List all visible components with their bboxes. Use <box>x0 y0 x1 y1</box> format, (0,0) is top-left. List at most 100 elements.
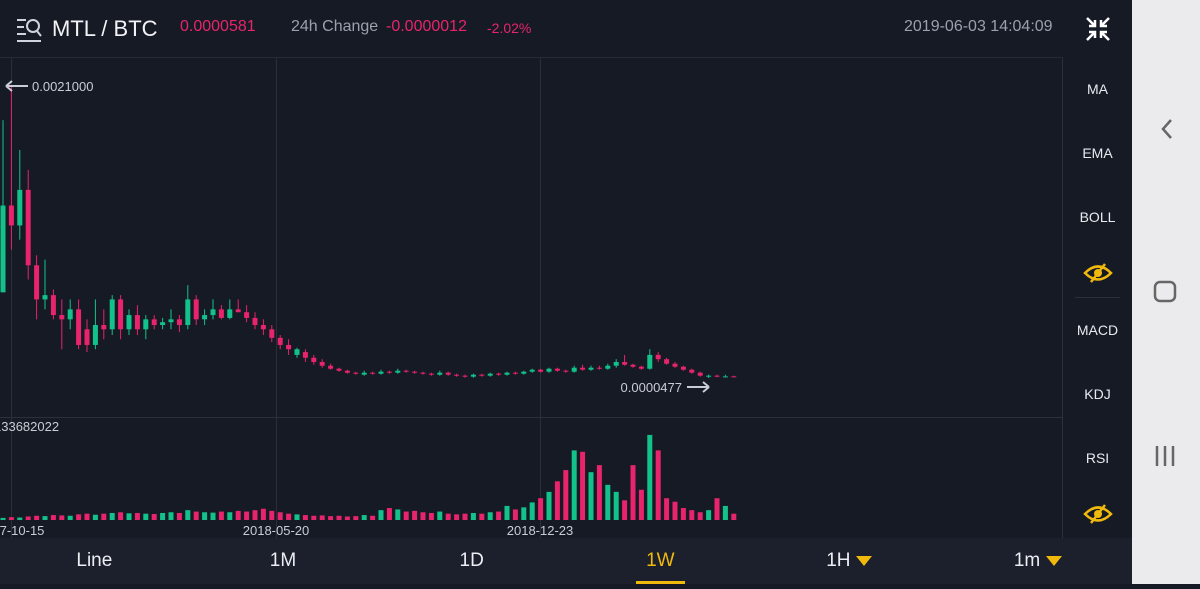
volume-bar <box>386 508 392 520</box>
candle-body <box>386 371 392 373</box>
tab[interactable]: 1H <box>755 538 944 584</box>
candle-body <box>336 368 342 371</box>
volume-bar <box>470 512 476 520</box>
volume-bar <box>437 511 443 520</box>
x-tick-label: 2018-05-20 <box>243 523 310 538</box>
recents-button[interactable] <box>1155 446 1175 466</box>
volume-bar <box>0 517 6 520</box>
tab[interactable]: 1M <box>189 538 378 584</box>
candle-body <box>554 368 560 371</box>
candle-body <box>260 325 266 330</box>
candle-body <box>638 366 644 369</box>
volume-bar <box>622 500 628 520</box>
volume-bar <box>25 516 31 520</box>
candle-body <box>689 369 695 373</box>
candle-body <box>286 344 292 350</box>
change: -0.0000012 <box>386 18 467 35</box>
candle-body <box>613 362 619 366</box>
volume-bar <box>252 510 258 520</box>
candle-body <box>151 319 157 326</box>
tab-label: 1W <box>646 550 675 571</box>
volume-bar <box>17 517 23 520</box>
candle-body <box>34 265 40 300</box>
candle-body <box>697 372 703 376</box>
candle-body <box>504 372 510 375</box>
candle-body <box>0 205 6 293</box>
candle-body <box>672 363 678 367</box>
candle-body <box>462 375 468 377</box>
chart: 0.0021000 0.0000477 133682022 7-10-15 2018-0… <box>0 57 1063 538</box>
dropdown-arrow <box>1045 556 1062 566</box>
back-button[interactable] <box>1161 119 1172 139</box>
volume-bar <box>294 514 300 520</box>
volume-bar <box>529 502 535 520</box>
tab[interactable]: 1W <box>566 538 755 584</box>
home-button[interactable] <box>1153 280 1177 303</box>
volume-bar <box>134 512 140 520</box>
candle-body <box>428 373 434 375</box>
volume-bar <box>454 514 460 520</box>
volume-bar <box>286 513 292 520</box>
tab-label: 1M <box>269 550 297 571</box>
volume-bar <box>92 514 98 520</box>
candle-body <box>655 354 661 360</box>
candle-body <box>294 349 300 355</box>
min-arrow <box>687 381 710 393</box>
volume-bar <box>328 516 334 520</box>
candle-body <box>605 365 611 369</box>
tab-label: 1m <box>1013 550 1041 571</box>
candle-body <box>403 370 409 372</box>
timeframe-bar: Line 1M 1D 1W 1H 1m <box>0 538 1132 584</box>
indicator[interactable]: KDJ <box>1084 386 1111 402</box>
tab[interactable]: 1D <box>377 538 566 584</box>
candle-body <box>160 322 166 326</box>
fullscreen-icon[interactable] <box>1085 16 1111 42</box>
dropdown-arrow <box>855 556 872 566</box>
candle-body <box>202 315 208 320</box>
volume-bar <box>630 465 636 520</box>
volume-bar <box>588 472 594 520</box>
indicator[interactable]: BOLL <box>1079 209 1116 225</box>
candle-body <box>168 319 174 323</box>
indicator[interactable]: RSI <box>1085 450 1110 466</box>
candle-body <box>67 309 73 320</box>
candle-body <box>252 317 258 326</box>
tab[interactable]: 1m <box>943 538 1132 584</box>
volume-bar <box>546 491 552 520</box>
candle-body <box>454 374 460 376</box>
x-tick-label: 2018-12-23 <box>507 523 574 538</box>
eye-icon[interactable] <box>1083 262 1113 284</box>
candle-body <box>361 372 367 375</box>
x-tick-label: 7-10-15 <box>0 523 44 538</box>
candle-body <box>17 189 23 226</box>
pair: MTL / BTC <box>52 16 158 41</box>
candle-body <box>59 315 65 320</box>
indicator[interactable]: EMA <box>1082 145 1113 161</box>
candle-body <box>227 309 233 318</box>
candle-body <box>529 369 535 372</box>
volume-bar <box>361 515 367 520</box>
volume-bar <box>353 516 359 520</box>
volume-bar <box>277 512 283 520</box>
candle-body <box>8 205 14 226</box>
volume-bar <box>370 515 376 520</box>
volume-bar <box>412 510 418 520</box>
candle-body <box>470 374 476 377</box>
candle-body <box>218 309 224 318</box>
menu-icon[interactable] <box>14 14 44 44</box>
candle-body <box>244 312 250 318</box>
candle-body <box>706 375 712 377</box>
volume-bar <box>378 510 384 520</box>
indicator[interactable]: MA <box>1087 81 1108 97</box>
eye-icon[interactable] <box>1083 503 1113 525</box>
candle-body <box>563 370 569 372</box>
tab[interactable]: Line <box>0 538 189 584</box>
indicator[interactable]: MACD <box>1076 322 1119 338</box>
max-arrow <box>5 80 28 92</box>
change-pct: -2.02% <box>487 20 532 36</box>
candle-body <box>328 365 334 369</box>
volume-bar <box>395 509 401 520</box>
volume-bar <box>655 450 661 520</box>
volume-bar <box>244 511 250 520</box>
